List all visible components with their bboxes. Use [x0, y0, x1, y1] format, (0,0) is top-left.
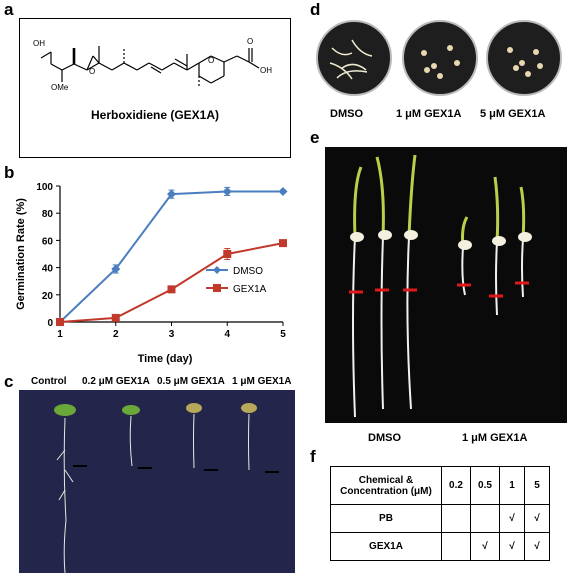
chart-legend: DMSO GEX1A [206, 266, 267, 295]
table-row-pb-name: PB [330, 504, 442, 533]
data-point-gex1a [111, 313, 120, 322]
table-cell [470, 504, 500, 533]
data-point-gex1a [279, 239, 287, 248]
legend-marker [213, 284, 221, 292]
chart-axes: 0 20 40 60 80 100 1 2 3 4 5 [36, 182, 286, 340]
chart-y-axis-label: Germination Rate (%) [15, 198, 27, 310]
germination-chart: 0 20 40 60 80 100 1 2 3 4 5 DMSO GEX1A Time (day) G… [15, 182, 288, 365]
atom-o-epoxide: O [89, 67, 95, 76]
panel-c-label-control: Control [31, 376, 67, 387]
seedling-photo-e [325, 147, 567, 423]
data-point-dmso [111, 264, 121, 274]
y-tick-label: 100 [36, 182, 53, 193]
dish-1um [402, 20, 478, 96]
atom-o-acid: O [247, 37, 253, 46]
table-cell: √ [499, 504, 525, 533]
panel-e-label: e [310, 128, 320, 147]
table-cell: √ [524, 504, 550, 533]
atom-oh: OH [33, 39, 45, 48]
table-header-chemical: Chemical & Concentration (μM) [330, 466, 442, 505]
panel-d-label-1um: 1 μM GEX1A [396, 108, 462, 120]
atom-o-ring: O [208, 56, 214, 65]
x-tick-label: 1 [57, 329, 63, 340]
table-header-5: 5 [524, 466, 550, 505]
table-row-gex1a-name: GEX1A [330, 532, 442, 561]
table-cell: √ [524, 532, 550, 561]
atom-oh-acid: OH [260, 66, 272, 75]
y-tick-label: 60 [42, 236, 54, 247]
table-header-1: 1 [499, 466, 525, 505]
panel-c-label-1: 1 μM GEX1A [232, 376, 292, 387]
petri-dishes [316, 20, 562, 96]
data-point-gex1a [56, 318, 64, 326]
data-point-gex1a [167, 285, 176, 294]
series-line-dmso [59, 190, 283, 323]
panel-e-label-dmso: DMSO [368, 432, 401, 444]
x-tick-label: 2 [113, 329, 119, 340]
chart-marks [55, 186, 288, 327]
y-tick-label: 0 [47, 318, 53, 329]
table-cell: √ [470, 532, 500, 561]
panel-d-label-dmso: DMSO [330, 108, 363, 120]
data-point-gex1a [223, 250, 232, 258]
data-point-dmso [167, 189, 176, 199]
compound-label: Herboxidiene (GEX1A) [90, 108, 220, 122]
panel-a-frame [19, 18, 291, 158]
dish-5um [486, 20, 562, 96]
legend-label: GEX1A [233, 284, 267, 295]
x-tick-label: 4 [224, 329, 230, 340]
y-tick-label: 80 [42, 209, 54, 220]
y-tick-label: 20 [42, 291, 54, 302]
seedling-photo-c [19, 390, 295, 574]
table-header-05: 0.5 [470, 466, 500, 505]
data-point-dmso [222, 186, 232, 196]
herboxidiene-structure: OH OMe O O O OH [33, 37, 272, 92]
y-tick-label: 40 [42, 264, 54, 275]
atom-ome: OMe [51, 83, 69, 92]
panel-b-label: b [4, 163, 15, 182]
panel-f-label: f [310, 447, 316, 466]
panel-d-label-5um: 5 μM GEX1A [480, 108, 546, 120]
panel-a-label: a [4, 0, 14, 19]
seedling-drawings-c [54, 403, 279, 574]
legend-label: DMSO [233, 266, 263, 277]
legend-marker [213, 266, 221, 274]
x-tick-label: 5 [280, 329, 286, 340]
control-cotyledon [54, 404, 76, 416]
x-tick-label: 3 [169, 329, 175, 340]
panel-c-label: c [4, 372, 14, 391]
panel-d-label: d [310, 0, 321, 19]
panel-c-label-05: 0.5 μM GEX1A [157, 376, 225, 387]
data-point-dmso [278, 186, 288, 196]
dish-dmso [316, 20, 392, 96]
table-cell [441, 504, 471, 533]
table-cell [441, 532, 471, 561]
table-header-02: 0.2 [441, 466, 471, 505]
table-cell: √ [499, 532, 525, 561]
panel-e-label-1um: 1 μM GEX1A [462, 432, 528, 444]
seedling-drawings-e [349, 154, 532, 418]
chart-x-axis-label: Time (day) [138, 353, 193, 365]
chemical-table: Chemical & Concentration (μM) 0.2 0.5 1 … [330, 466, 550, 561]
series-line-gex1a [59, 242, 284, 323]
panel-c-label-02: 0.2 μM GEX1A [82, 376, 150, 387]
